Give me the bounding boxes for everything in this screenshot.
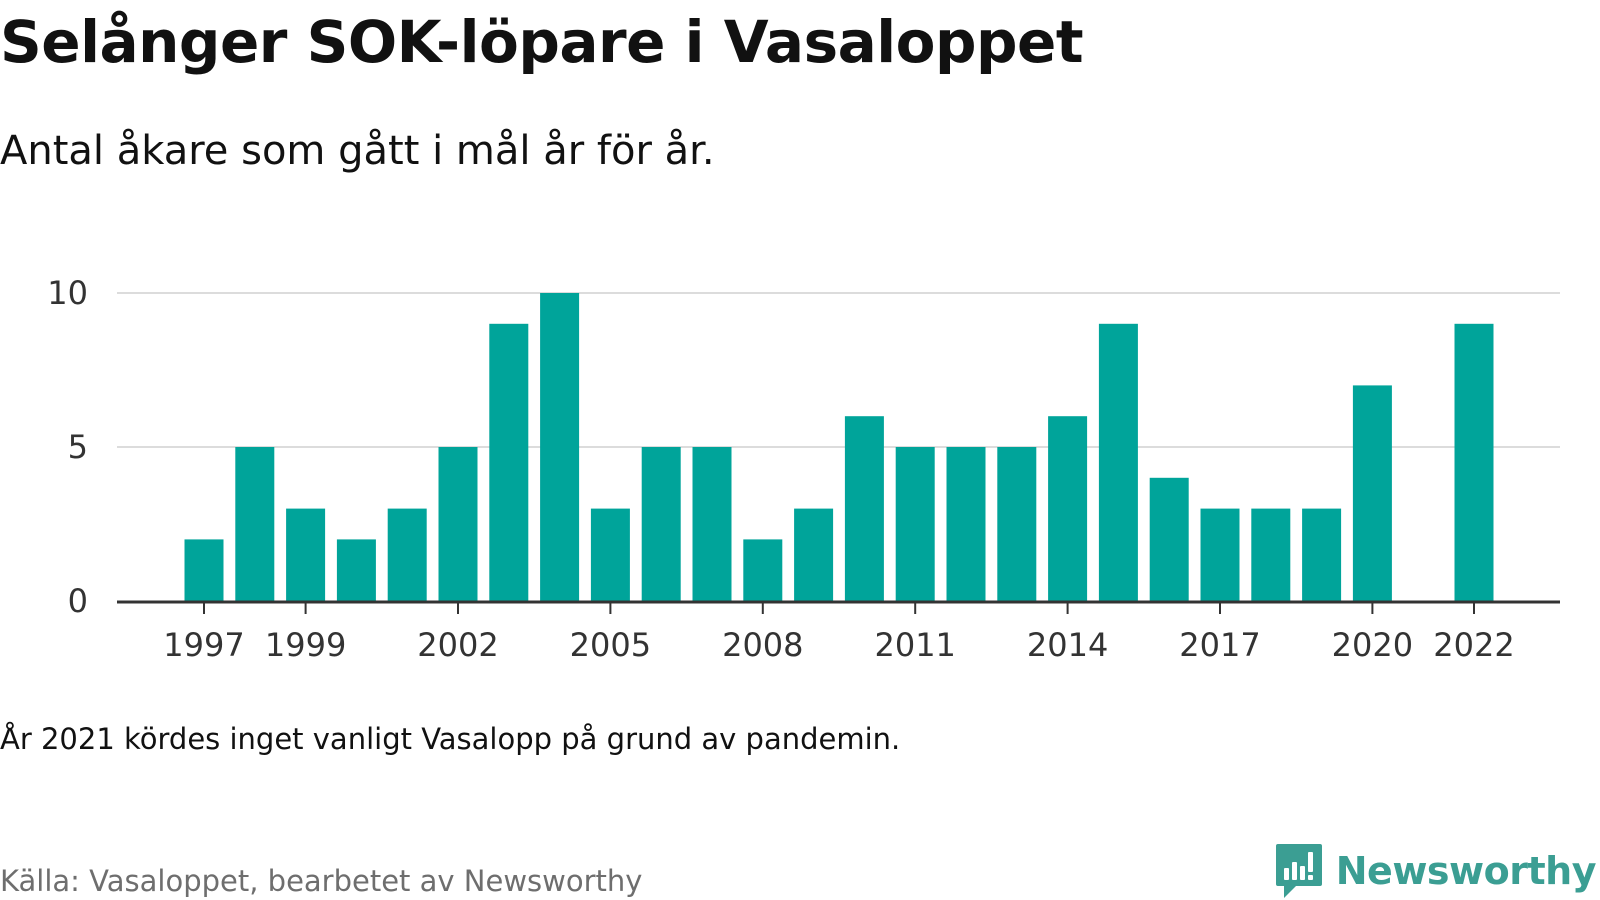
chart-note: År 2021 kördes inget vanligt Vasalopp på… [0, 722, 901, 756]
bar-2011 [895, 447, 935, 601]
x-tick-label: 2014 [1027, 626, 1108, 664]
chart-title: Selånger SOK-löpare i Vasaloppet [0, 8, 1084, 76]
bar-1997 [184, 539, 224, 601]
x-tick-label: 2020 [1332, 626, 1413, 664]
bar-2001 [387, 508, 427, 601]
chart-subtitle: Antal åkare som gått i mål år för år. [0, 128, 715, 174]
x-tick-label: 2017 [1179, 626, 1260, 664]
bar-2006 [641, 447, 681, 601]
bar-2009 [794, 508, 834, 601]
x-tick-label: 2005 [570, 626, 651, 664]
bar-2012 [946, 447, 986, 601]
bar-2008 [743, 539, 783, 601]
gridlines [117, 292, 1560, 448]
x-tick-label: 1997 [163, 626, 244, 664]
bar-2016 [1149, 477, 1189, 601]
bar-2018 [1251, 508, 1291, 601]
bar-2019 [1302, 508, 1342, 601]
bar-chart: 0 5 10 1997 1999 2002 2005 2008 2011 2014 2017 2020… [47, 274, 1560, 664]
bar-1999 [286, 508, 326, 601]
bar-2005 [590, 508, 630, 601]
bar-1998 [235, 447, 275, 601]
newsworthy-logo-icon [1275, 844, 1322, 898]
x-tick-label: 2008 [722, 626, 803, 664]
bar-2007 [692, 447, 732, 601]
bar-2014 [1048, 416, 1088, 601]
bar-2000 [336, 539, 376, 601]
bar-2015 [1098, 323, 1138, 601]
bar-2022 [1454, 323, 1494, 601]
bar-2004 [540, 293, 580, 601]
bar-2013 [997, 447, 1037, 601]
axes: 0 5 10 1997 1999 2002 2005 2008 2011 2014 2017 2020… [47, 274, 1560, 664]
x-tick-label: 1999 [265, 626, 346, 664]
x-tick-label: 2002 [417, 626, 498, 664]
bar-2003 [489, 323, 529, 601]
brand-logo: Newsworthy [1274, 842, 1597, 900]
source-text: Källa: Vasaloppet, bearbetet av Newswort… [0, 864, 643, 898]
brand-name: Newsworthy [1335, 849, 1597, 893]
bar-2020 [1352, 385, 1392, 601]
y-tick-label: 5 [68, 428, 88, 466]
x-tick-label: 2022 [1433, 626, 1514, 664]
x-tick-label: 2011 [874, 626, 955, 664]
bar-2002 [438, 447, 478, 601]
bar-2010 [844, 416, 884, 601]
bar-2017 [1200, 508, 1240, 601]
y-tick-label: 10 [47, 274, 88, 312]
y-tick-label: 0 [68, 582, 88, 620]
bars [184, 293, 1494, 601]
